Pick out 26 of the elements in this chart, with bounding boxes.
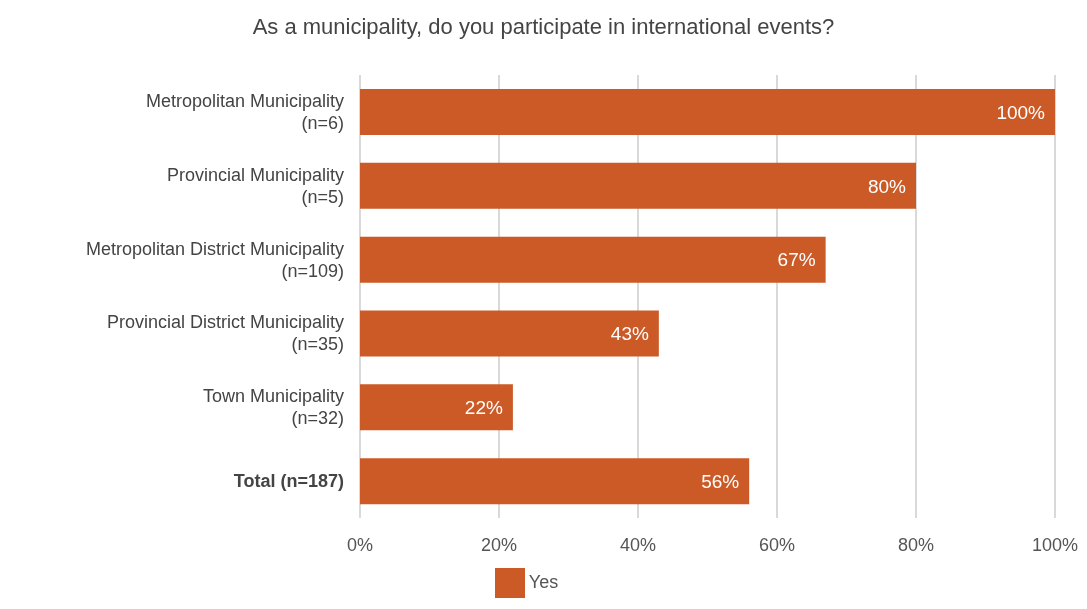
bar xyxy=(360,162,916,209)
y-tick-label: Metropolitan District Municipality (n=109) xyxy=(85,238,344,281)
x-tick-label: 80% xyxy=(897,534,935,555)
x-tick-label: 60% xyxy=(758,534,796,555)
x-tick-label: 100% xyxy=(1031,534,1079,555)
y-tick-label: Provincial District Municipality (n=35) xyxy=(106,312,344,355)
bar xyxy=(360,384,513,431)
data-label: 43% xyxy=(610,323,649,345)
bar xyxy=(360,310,659,357)
data-label: 56% xyxy=(701,470,740,492)
x-tick-label: 40% xyxy=(619,534,657,555)
bar xyxy=(360,458,750,505)
data-label: 80% xyxy=(867,175,907,197)
y-tick-label: Total (n=187) xyxy=(233,471,344,492)
bar xyxy=(360,236,826,283)
legend-label: Yes xyxy=(528,571,559,592)
y-tick-label: Metropolitan Municipality (n=6) xyxy=(145,90,344,133)
y-tick-label: Provincial Municipality (n=5) xyxy=(166,164,344,207)
y-tick-label: Town Municipality (n=32) xyxy=(202,386,344,429)
x-tick-label: 0% xyxy=(346,534,374,555)
data-label: 22% xyxy=(464,397,503,419)
data-label: 100% xyxy=(996,101,1046,123)
chart-title: As a municipality, do you participate in international events? xyxy=(251,14,836,40)
data-label: 67% xyxy=(777,249,816,271)
x-tick-label: 20% xyxy=(480,534,518,555)
bar xyxy=(360,89,1055,136)
